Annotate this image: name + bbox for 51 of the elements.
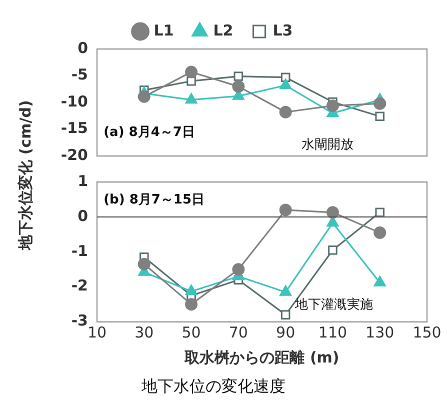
point bbox=[374, 276, 386, 286]
y-tick-label: -10 bbox=[60, 92, 88, 110]
point bbox=[279, 204, 292, 216]
y-tick-label: -20 bbox=[60, 146, 88, 164]
point bbox=[374, 226, 386, 239]
point bbox=[232, 80, 245, 93]
point bbox=[185, 298, 198, 311]
legend-label: L3 bbox=[272, 21, 293, 40]
point bbox=[375, 208, 384, 218]
annotation: 水閘開放 bbox=[302, 138, 354, 153]
point bbox=[232, 263, 245, 276]
point bbox=[185, 93, 198, 104]
y-tick-label: -2 bbox=[71, 276, 88, 295]
y-tick-label: 0 bbox=[78, 38, 88, 57]
y-tick-label: 0 bbox=[78, 206, 88, 225]
point bbox=[185, 284, 198, 296]
y-axis-title: 地下水位変化 (cm/d) bbox=[16, 100, 36, 250]
point bbox=[375, 112, 384, 122]
x-tick-label: 130 bbox=[366, 324, 394, 342]
point bbox=[328, 246, 338, 255]
point bbox=[234, 72, 244, 81]
text: 地下水位の変化速度 bbox=[140, 376, 286, 396]
point bbox=[279, 106, 292, 118]
y-tick-label: -1 bbox=[71, 242, 88, 260]
point bbox=[138, 90, 150, 103]
point bbox=[186, 76, 196, 86]
legend-label: L1 bbox=[154, 21, 174, 40]
x-tick-label: 110 bbox=[318, 324, 348, 342]
point bbox=[138, 258, 150, 270]
point bbox=[326, 206, 339, 219]
annotation: (a) 8月4～7日 bbox=[104, 124, 195, 140]
y-tick-label: 1 bbox=[78, 172, 88, 190]
point bbox=[185, 66, 198, 78]
annotation: 地下灌漑実施 bbox=[294, 296, 373, 312]
point bbox=[326, 99, 339, 112]
x-tick-label: 90 bbox=[276, 324, 296, 342]
x-tick-label: 50 bbox=[182, 324, 201, 342]
point bbox=[280, 310, 290, 320]
y-tick-label: -3 bbox=[71, 312, 88, 330]
point bbox=[374, 97, 386, 110]
x-tick-label: 150 bbox=[412, 324, 442, 342]
y-tick-label: -5 bbox=[71, 66, 88, 84]
x-tick-label: 30 bbox=[134, 324, 154, 342]
x-tick-label: 10 bbox=[87, 324, 107, 342]
point bbox=[280, 285, 292, 296]
point bbox=[280, 78, 292, 90]
legend-label: L2 bbox=[213, 21, 234, 40]
x-axis-title: 取水桝からの距離 (m) bbox=[184, 348, 340, 367]
x-tick-label: 70 bbox=[228, 324, 248, 342]
y-tick-label: -15 bbox=[60, 119, 88, 138]
annotation: (b) 8月7～15日 bbox=[104, 192, 205, 208]
